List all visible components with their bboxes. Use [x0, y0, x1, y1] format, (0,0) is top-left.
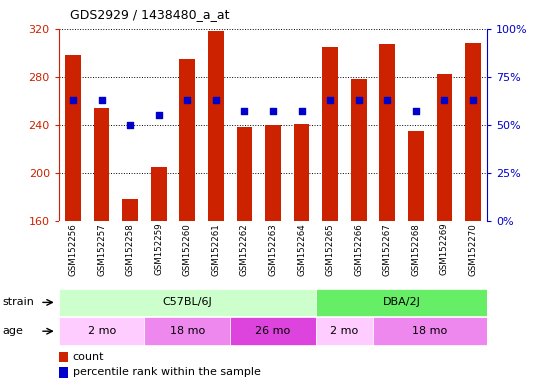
- Bar: [151, 167, 167, 221]
- Text: GSM152259: GSM152259: [154, 223, 164, 275]
- Text: GSM152266: GSM152266: [354, 223, 363, 276]
- Text: strain: strain: [3, 297, 35, 308]
- Point: [97, 97, 106, 103]
- Bar: [408, 131, 424, 221]
- Bar: [59, 289, 316, 316]
- Point: [154, 112, 164, 118]
- Point: [297, 108, 306, 114]
- Bar: [65, 55, 81, 221]
- Point: [468, 97, 477, 103]
- Text: GSM152270: GSM152270: [468, 223, 478, 276]
- Text: 2 mo: 2 mo: [87, 326, 116, 336]
- Bar: [379, 45, 395, 221]
- Text: GSM152269: GSM152269: [440, 223, 449, 275]
- Text: 18 mo: 18 mo: [413, 326, 447, 336]
- Bar: [373, 317, 487, 345]
- Point: [382, 97, 391, 103]
- Text: GSM152258: GSM152258: [125, 223, 135, 276]
- Bar: [316, 317, 373, 345]
- Text: GSM152262: GSM152262: [240, 223, 249, 276]
- Text: DBA/2J: DBA/2J: [382, 297, 421, 308]
- Text: percentile rank within the sample: percentile rank within the sample: [72, 367, 260, 377]
- Bar: [208, 31, 224, 221]
- Bar: [179, 59, 195, 221]
- Bar: [316, 289, 487, 316]
- Point: [240, 108, 249, 114]
- Text: GSM152268: GSM152268: [411, 223, 421, 276]
- Bar: [322, 47, 338, 221]
- Bar: [351, 79, 367, 221]
- Bar: [122, 199, 138, 221]
- Point: [68, 97, 77, 103]
- Text: C57BL/6J: C57BL/6J: [162, 297, 212, 308]
- Point: [125, 122, 134, 128]
- Bar: [230, 317, 316, 345]
- Point: [325, 97, 334, 103]
- Text: GSM152264: GSM152264: [297, 223, 306, 276]
- Text: GSM152267: GSM152267: [382, 223, 392, 276]
- Point: [268, 108, 277, 114]
- Text: age: age: [3, 326, 24, 336]
- Bar: [265, 125, 281, 221]
- Bar: [94, 108, 110, 221]
- Text: GSM152261: GSM152261: [211, 223, 221, 276]
- Text: 2 mo: 2 mo: [330, 326, 358, 336]
- Text: GSM152260: GSM152260: [183, 223, 192, 276]
- Bar: [436, 74, 452, 221]
- Text: GDS2929 / 1438480_a_at: GDS2929 / 1438480_a_at: [70, 8, 230, 21]
- Point: [440, 97, 449, 103]
- Text: GSM152265: GSM152265: [325, 223, 335, 276]
- Bar: [236, 127, 253, 221]
- Text: count: count: [72, 352, 104, 362]
- Bar: [59, 367, 68, 377]
- Point: [211, 97, 220, 103]
- Text: 26 mo: 26 mo: [255, 326, 291, 336]
- Text: GSM152256: GSM152256: [68, 223, 78, 276]
- Text: 18 mo: 18 mo: [170, 326, 205, 336]
- Bar: [144, 317, 230, 345]
- Bar: [465, 43, 481, 221]
- Bar: [293, 124, 310, 221]
- Point: [183, 97, 192, 103]
- Bar: [59, 352, 68, 362]
- Text: GSM152263: GSM152263: [268, 223, 278, 276]
- Bar: [59, 317, 144, 345]
- Point: [411, 108, 420, 114]
- Point: [354, 97, 363, 103]
- Text: GSM152257: GSM152257: [97, 223, 106, 276]
